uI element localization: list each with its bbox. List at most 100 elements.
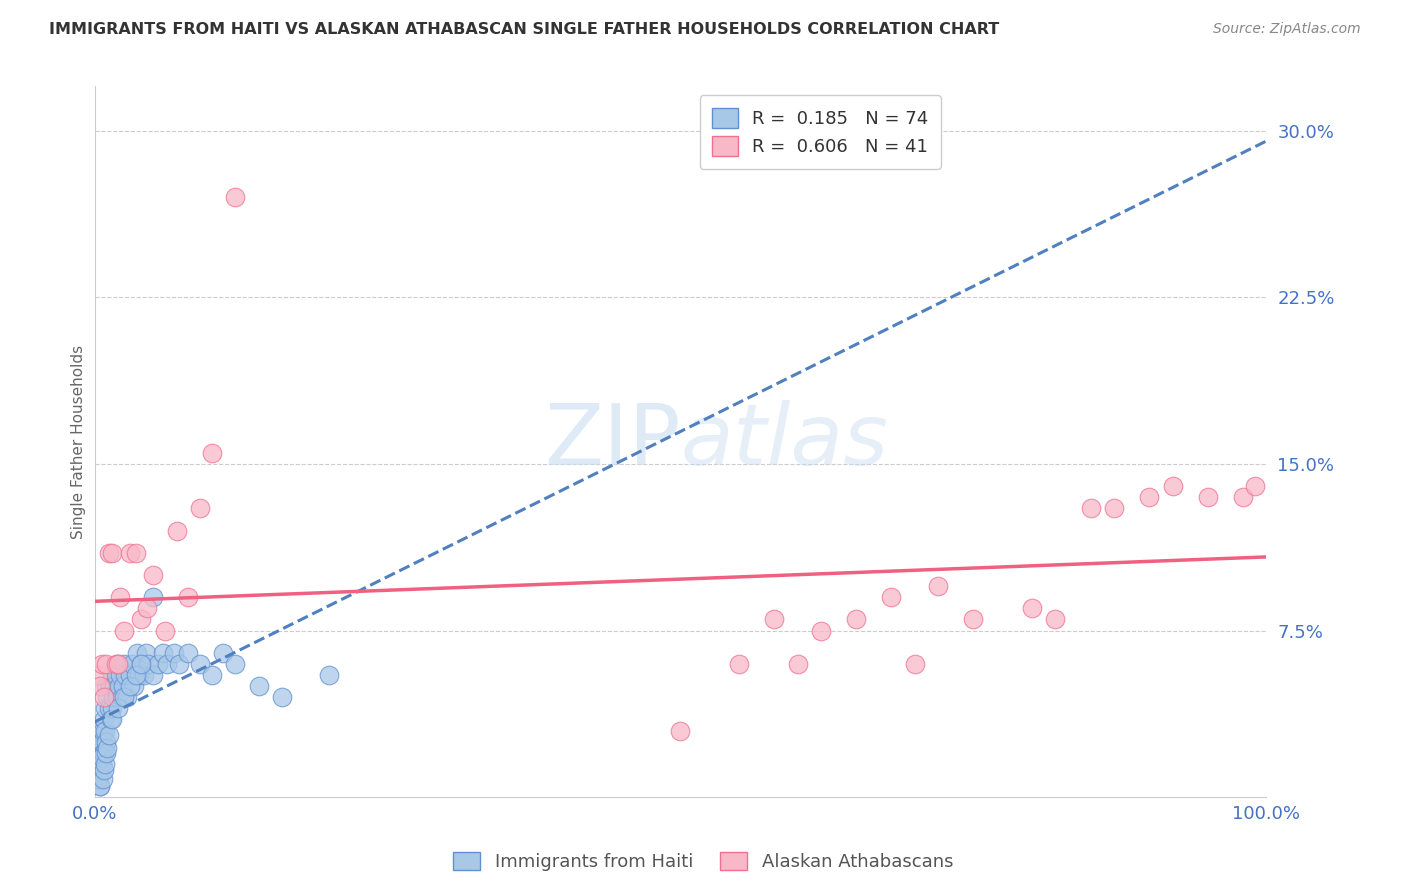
Point [89,779,111,793]
Point [224,190,246,204]
Point [91,746,114,760]
Point [1232,490,1254,504]
Point [1137,490,1160,504]
Point [110,591,132,605]
Point [124,679,146,693]
Point [212,646,235,660]
Text: Source: ZipAtlas.com: Source: ZipAtlas.com [1213,22,1361,37]
Point [1197,490,1219,504]
Point [103,690,125,705]
Text: IMMIGRANTS FROM HAITI VS ALASKAN ATHABASCAN SINGLE FATHER HOUSEHOLDS CORRELATION: IMMIGRANTS FROM HAITI VS ALASKAN ATHABAS… [49,22,1000,37]
Point [1243,479,1265,493]
Point [87,756,110,771]
Point [1021,601,1043,615]
Point [101,701,124,715]
Point [103,679,125,693]
Point [152,646,174,660]
Point [1161,479,1184,493]
Point [318,668,340,682]
Point [101,713,124,727]
Point [271,690,294,705]
Point [124,546,146,560]
Point [224,657,246,671]
Point [117,690,139,705]
Point [810,624,832,638]
Point [669,723,692,738]
Point [136,601,159,615]
Point [100,713,122,727]
Point [112,690,135,705]
Point [128,668,150,682]
Point [96,741,118,756]
Point [93,746,115,760]
Point [97,728,120,742]
Point [96,746,118,760]
Point [94,756,117,771]
Point [118,546,141,560]
Point [1045,612,1067,626]
Point [86,746,108,760]
Legend: R =  0.185   N = 74, R =  0.606   N = 41: R = 0.185 N = 74, R = 0.606 N = 41 [700,95,941,169]
Point [904,657,927,671]
Point [118,679,141,693]
Legend: Immigrants from Haiti, Alaskan Athabascans: Immigrants from Haiti, Alaskan Athabasca… [446,845,960,879]
Point [247,679,270,693]
Point [107,657,129,671]
Point [108,679,131,693]
Point [105,690,128,705]
Point [112,624,135,638]
Point [96,734,118,748]
Point [104,657,127,671]
Point [107,657,129,671]
Point [93,764,115,778]
Point [94,701,117,715]
Point [880,591,903,605]
Point [89,723,111,738]
Point [131,657,153,671]
Point [111,679,134,693]
Point [188,657,211,671]
Point [110,690,132,705]
Point [728,657,751,671]
Point [142,668,165,682]
Point [118,668,141,682]
Point [156,657,179,671]
Point [124,668,146,682]
Point [97,546,120,560]
Point [135,646,157,660]
Point [786,657,808,671]
Point [87,772,110,787]
Point [177,646,200,660]
Point [177,591,200,605]
Point [201,446,224,460]
Point [166,524,188,538]
Point [98,679,121,693]
Point [96,679,118,693]
Point [845,612,868,626]
Point [107,701,129,715]
Point [104,668,127,682]
Point [96,690,118,705]
Point [142,568,165,582]
Point [101,546,124,560]
Text: ZIP: ZIP [544,401,681,483]
Point [89,768,111,782]
Point [114,668,136,682]
Point [90,756,112,771]
Point [763,612,786,626]
Point [97,701,120,715]
Point [89,764,111,778]
Point [153,624,176,638]
Point [91,723,114,738]
Point [1080,501,1102,516]
Y-axis label: Single Father Households: Single Father Households [72,344,86,539]
Point [91,772,114,787]
Point [146,657,169,671]
Point [90,750,112,764]
Point [89,679,111,693]
Point [89,779,111,793]
Point [1102,501,1125,516]
Point [94,723,117,738]
Point [87,668,110,682]
Point [90,657,112,671]
